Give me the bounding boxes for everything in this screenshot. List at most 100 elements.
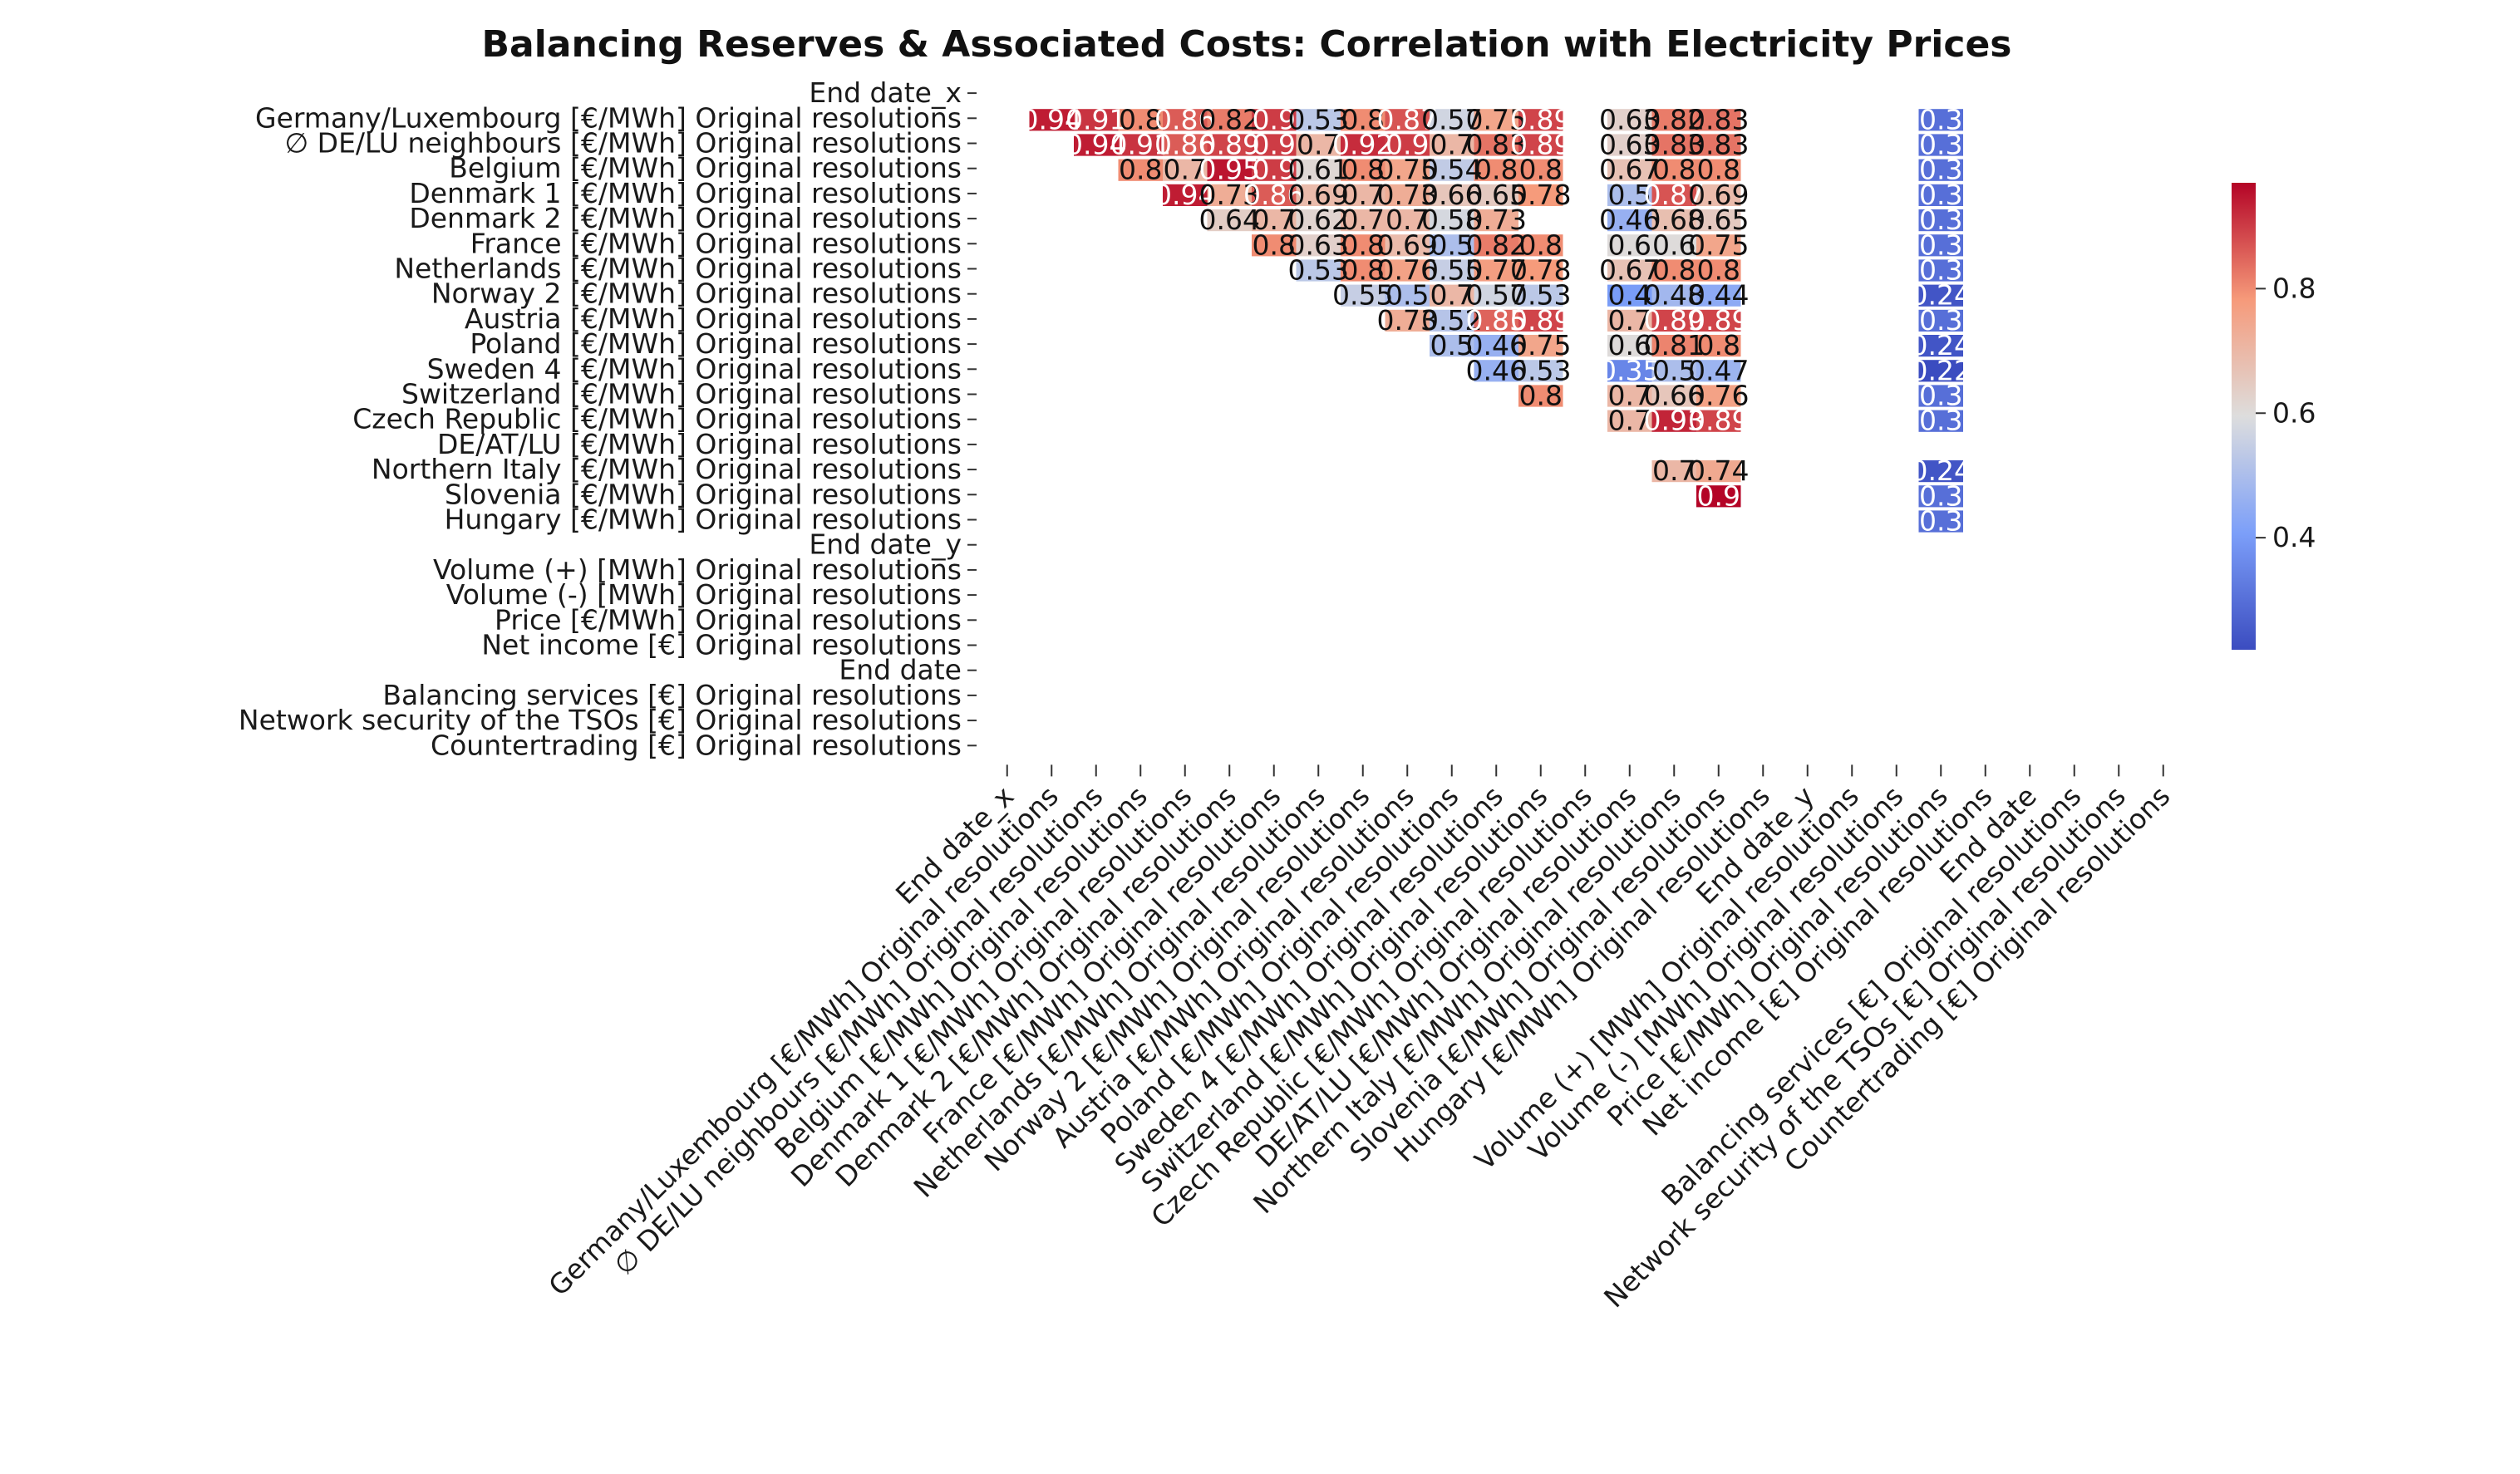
- cell-value-label: 0.6: [1608, 329, 1651, 361]
- y-tick-label: Slovenia [€/MWh] Original resolutions: [445, 478, 962, 510]
- cell-value-label: 0.75: [1510, 329, 1571, 361]
- y-tick-label: DE/AT/LU [€/MWh] Original resolutions: [437, 428, 962, 460]
- cell-value-label: 0.83: [1644, 129, 1705, 161]
- heatmap-cell: [1207, 184, 1252, 206]
- cell-value-label: 0.64: [1199, 204, 1260, 236]
- cell-value-label: 0.89: [1644, 304, 1705, 337]
- cell-value-label: 0.86: [1243, 179, 1304, 211]
- y-tick-label: Poland [€/MWh] Original resolutions: [470, 327, 962, 360]
- heatmap-cell: [1696, 234, 1741, 257]
- y-tick-label: Volume (+) [MWh] Original resolutions: [433, 553, 962, 586]
- heatmap-cell: [1607, 209, 1652, 232]
- cell-value-label: 0.48: [1644, 279, 1705, 312]
- cell-value-label: 0.77: [1466, 254, 1527, 287]
- heatmap-cell: [1918, 335, 1963, 357]
- cell-value-label: 0.3: [1919, 204, 1962, 236]
- cell-value-label: 0.65: [1466, 179, 1527, 211]
- cell-value-label: 0.7: [1430, 129, 1474, 161]
- heatmap-cell: [1696, 335, 1741, 357]
- heatmap-cell: [1607, 360, 1652, 382]
- cell-value-label: 0.87: [1644, 179, 1705, 211]
- cell-value-label: 0.8: [1652, 154, 1696, 186]
- cell-value-label: 0.75: [1688, 228, 1749, 261]
- colorbar-tick-label: 0.8: [2272, 272, 2316, 304]
- cell-value-label: 0.7: [1341, 204, 1385, 236]
- cell-value-label: 0.8: [1697, 254, 1740, 287]
- cell-value-label: 0.94: [1154, 179, 1215, 211]
- cell-value-label: 0.3: [1919, 179, 1962, 211]
- heatmap-cell: [1296, 234, 1341, 257]
- heatmap-cell: [1607, 184, 1652, 206]
- heatmap-cell: [1607, 134, 1652, 156]
- cell-value-label: 0.8: [1652, 254, 1696, 287]
- cell-value-label: 0.76: [1688, 380, 1749, 412]
- heatmap-cell: [1430, 335, 1474, 357]
- heatmap-cell: [1918, 134, 1963, 156]
- cell-value-label: 0.73: [1466, 204, 1527, 236]
- heatmap-cell: [1474, 335, 1518, 357]
- y-tick-label: Switzerland [€/MWh] Original resolutions: [401, 378, 962, 410]
- cell-value-label: 0.57: [1421, 103, 1482, 135]
- heatmap-cell: [1651, 259, 1696, 282]
- cell-value-label: 0.9: [1697, 479, 1740, 512]
- cell-value-label: 0.6: [1652, 228, 1696, 261]
- heatmap-cell: [1696, 209, 1741, 232]
- cell-value-label: 0.68: [1644, 204, 1705, 236]
- cell-value-label: 0.66: [1644, 380, 1705, 412]
- cell-value-label: 0.3: [1919, 479, 1962, 512]
- cell-value-label: 0.7: [1608, 380, 1651, 412]
- heatmap-cell: [1385, 259, 1430, 282]
- cell-value-label: 0.8: [1697, 154, 1740, 186]
- cell-value-label: 0.89: [1510, 129, 1571, 161]
- cell-value-label: 0.24: [1911, 279, 1971, 312]
- heatmap-cell: [1385, 159, 1430, 181]
- cell-value-label: 0.3: [1919, 505, 1962, 538]
- cell-value-label: 0.82: [1466, 228, 1527, 261]
- heatmap-cell: [1518, 385, 1563, 407]
- heatmap-cell: [1074, 134, 1119, 156]
- heatmap-cell: [1296, 259, 1341, 282]
- heatmap-cell: [1918, 385, 1963, 407]
- y-tick-label: France [€/MWh] Original resolutions: [470, 227, 962, 259]
- heatmap-cell: [1474, 209, 1518, 232]
- cell-value-label: 0.53: [1288, 103, 1349, 135]
- cell-value-label: 0.9: [1386, 129, 1429, 161]
- heatmap-cell: [1474, 360, 1518, 382]
- cell-value-label: 0.73: [1377, 304, 1438, 337]
- heatmap-cell: [1252, 209, 1297, 232]
- cell-value-label: 0.3: [1919, 380, 1962, 412]
- heatmap-cell: [1430, 259, 1474, 282]
- cell-value-label: 0.65: [1688, 204, 1749, 236]
- heatmap-cell: [1518, 309, 1563, 332]
- heatmap-cell: [1518, 234, 1563, 257]
- colorbar: 0.4 0.6 0.8: [2232, 183, 2316, 650]
- cell-value-label: 0.3: [1919, 304, 1962, 337]
- heatmap-cell: [1651, 460, 1696, 483]
- cell-value-label: 0.7: [1608, 405, 1651, 437]
- cell-value-label: 0.55: [1332, 279, 1393, 312]
- cell-value-label: 0.8: [1519, 154, 1563, 186]
- heatmap-cell: [1296, 134, 1341, 156]
- y-tick-label: Net income [€] Original resolutions: [481, 629, 962, 661]
- cell-value-label: 0.83: [1466, 129, 1527, 161]
- y-tick-label: Price [€/MWh] Original resolutions: [495, 603, 962, 636]
- cell-value-label: 0.58: [1421, 204, 1482, 236]
- cell-value-label: 0.94: [1066, 129, 1126, 161]
- cell-value-label: 0.53: [1288, 254, 1349, 287]
- cell-value-label: 0.9: [1253, 154, 1296, 186]
- heatmap-cell: [1918, 234, 1963, 257]
- heatmap-cell: [1252, 184, 1297, 206]
- heatmap-cell: [1341, 159, 1386, 181]
- y-tick-label: End date_y: [809, 528, 962, 561]
- cell-value-label: 0.67: [1599, 154, 1660, 186]
- cell-value-label: 0.89: [1688, 304, 1749, 337]
- cell-value-label: 0.8: [1341, 228, 1385, 261]
- heatmap-cell: [1207, 159, 1252, 181]
- cell-value-label: 0.82: [1199, 103, 1260, 135]
- heatmap-cell: [1607, 385, 1652, 407]
- cell-value-label: 0.85: [1466, 304, 1527, 337]
- heatmap-cell: [1341, 259, 1386, 282]
- heatmap-cell: [1252, 234, 1297, 257]
- heatmap-cell: [1696, 309, 1741, 332]
- cell-value-label: 0.83: [1688, 129, 1749, 161]
